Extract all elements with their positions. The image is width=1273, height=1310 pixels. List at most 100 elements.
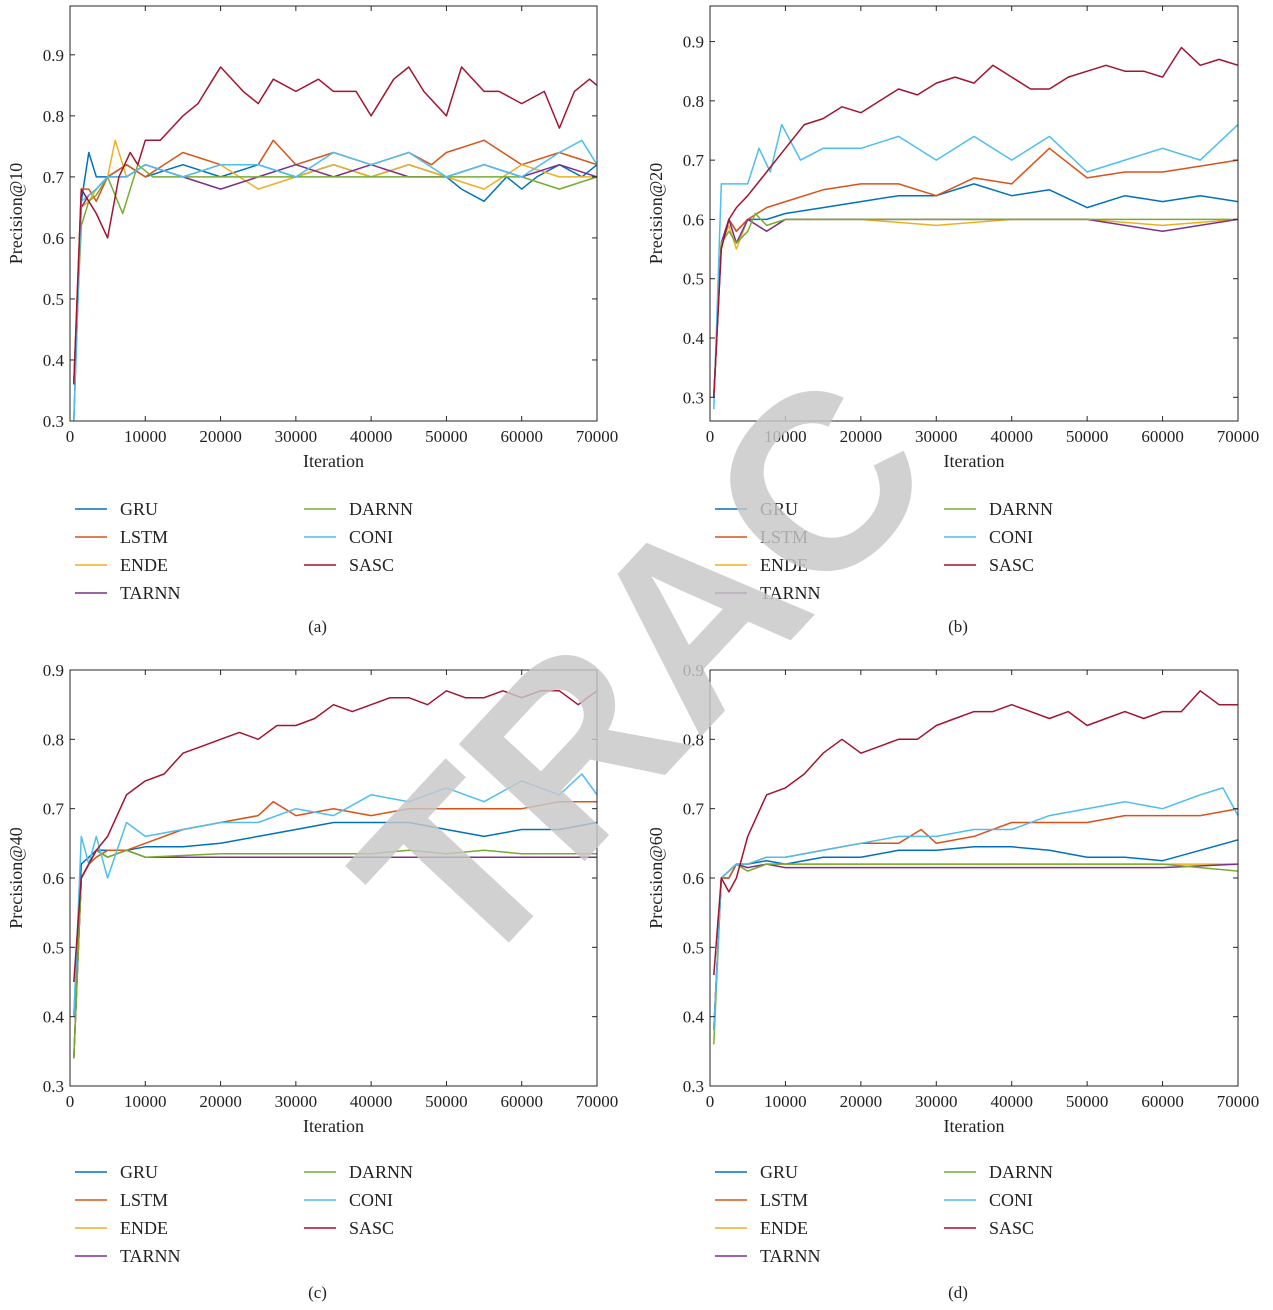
x-tick-label: 10000 [124,1092,167,1111]
panel-caption: (c) [308,1283,327,1302]
y-tick-label: 0.5 [43,938,64,957]
x-axis-label: Iteration [303,451,364,471]
y-tick-label: 0.3 [43,1077,64,1096]
panel-caption: (b) [948,617,968,636]
y-tick-label: 0.7 [683,800,705,819]
y-tick-label: 0.9 [683,661,704,680]
series-line-coni [713,787,1238,1031]
legend-label-darnn: DARNN [989,499,1053,519]
legend-label-darnn: DARNN [989,1162,1053,1182]
legend-label-sasc: SASC [349,1218,394,1238]
legend: GRU LSTM ENDE TARNN DARNN CONI SASC [75,1162,413,1266]
legend-label-ende: ENDE [760,1218,808,1238]
x-tick-label: 0 [66,427,75,446]
legend-label-lstm: LSTM [760,527,808,547]
x-tick-label: 40000 [350,1092,393,1111]
legend-label-lstm: LSTM [760,1190,808,1210]
x-tick-label: 70000 [1217,1092,1260,1111]
x-tick-label: 70000 [1217,427,1260,446]
y-tick-label: 0.7 [43,800,65,819]
x-tick-label: 40000 [990,427,1033,446]
legend-label-lstm: LSTM [120,527,168,547]
x-tick-label: 30000 [915,1092,958,1111]
x-tick-label: 20000 [840,427,883,446]
series-line-coni [713,123,1238,410]
legend: GRU LSTM ENDE TARNN DARNN CONI SASC [75,499,413,603]
legend: GRU LSTM ENDE TARNN DARNN CONI SASC [715,1162,1053,1266]
y-axis-label: Precision@40 [6,827,26,929]
legend-label-tarnn: TARNN [760,1246,821,1266]
legend-label-sasc: SASC [989,1218,1034,1238]
legend-label-gru: GRU [120,499,158,519]
x-axis-label: Iteration [944,451,1005,471]
series-line-lstm [73,800,597,1059]
x-tick-label: 50000 [1066,427,1109,446]
series-line-sasc [713,46,1238,398]
legend-label-tarnn: TARNN [120,1246,181,1266]
x-tick-label: 40000 [350,427,393,446]
plot-frame [709,5,1239,422]
y-tick-label: 0.8 [683,730,704,749]
series-line-tarnn [73,163,597,385]
series-line-gru [713,839,1238,1031]
series-line-tarnn [713,863,1238,1031]
x-tick-label: 20000 [840,1092,883,1111]
legend-label-darnn: DARNN [349,499,413,519]
y-tick-label: 0.4 [683,1008,705,1027]
x-tick-label: 50000 [425,1092,468,1111]
y-tick-label: 0.7 [43,168,65,187]
x-tick-label: 30000 [275,427,318,446]
y-tick-label: 0.5 [683,270,704,289]
y-tick-label: 0.5 [683,938,704,957]
y-tick-label: 0.7 [683,151,705,170]
legend: GRU LSTM ENDE TARNN DARNN CONI SASC [715,499,1053,603]
y-tick-label: 0.6 [683,210,704,229]
y-tick-label: 0.9 [43,46,64,65]
series-line-coni [73,773,597,1017]
x-tick-label: 20000 [199,1092,242,1111]
y-tick-label: 0.3 [683,388,704,407]
legend-label-tarnn: TARNN [760,583,821,603]
legend-label-coni: CONI [349,1190,393,1210]
x-tick-label: 20000 [199,427,242,446]
series-line-ende [713,863,1238,1031]
y-tick-label: 0.9 [683,33,704,52]
legend-label-ende: ENDE [760,555,808,575]
x-tick-label: 60000 [500,427,543,446]
x-tick-label: 70000 [576,427,619,446]
chart-panel-c: 0 10000 20000 30000 40000 50000 60000 70000 0.3 0… [6,661,618,1302]
x-tick-label: 10000 [764,1092,807,1111]
legend-label-ende: ENDE [120,1218,168,1238]
series-line-lstm [713,147,1238,398]
legend-label-coni: CONI [349,527,393,547]
x-tick-label: 60000 [1141,1092,1184,1111]
x-tick-label: 0 [706,1092,715,1111]
series-line-gru [73,151,597,421]
series-line-sasc [73,66,597,385]
chart-panel-a: 0 10000 20000 30000 40000 50000 60000 70000 0.3 0… [6,5,619,636]
y-tick-label: 0.3 [43,412,64,431]
y-tick-label: 0.9 [43,661,64,680]
x-tick-label: 40000 [990,1092,1033,1111]
series-line-lstm [713,807,1238,1031]
series-line-lstm [73,139,597,385]
y-tick-label: 0.3 [683,1077,704,1096]
y-axis-label: Precision@10 [6,163,26,265]
x-tick-label: 60000 [500,1092,543,1111]
x-tick-label: 0 [66,1092,75,1111]
legend-label-tarnn: TARNN [120,583,181,603]
panel-caption: (d) [948,1283,968,1302]
watermark-text: TRAC [304,323,982,1021]
x-tick-label: 50000 [1066,1092,1109,1111]
series-line-darnn [713,212,1238,398]
x-tick-label: 60000 [1141,427,1184,446]
y-tick-label: 0.6 [43,229,64,248]
legend-label-coni: CONI [989,527,1033,547]
x-tick-label: 0 [706,427,715,446]
series-line-darnn [713,863,1238,1045]
x-axis-label: Iteration [303,1116,364,1136]
x-tick-label: 50000 [425,427,468,446]
y-tick-label: 0.8 [683,92,704,111]
series-line-sasc [73,690,597,983]
